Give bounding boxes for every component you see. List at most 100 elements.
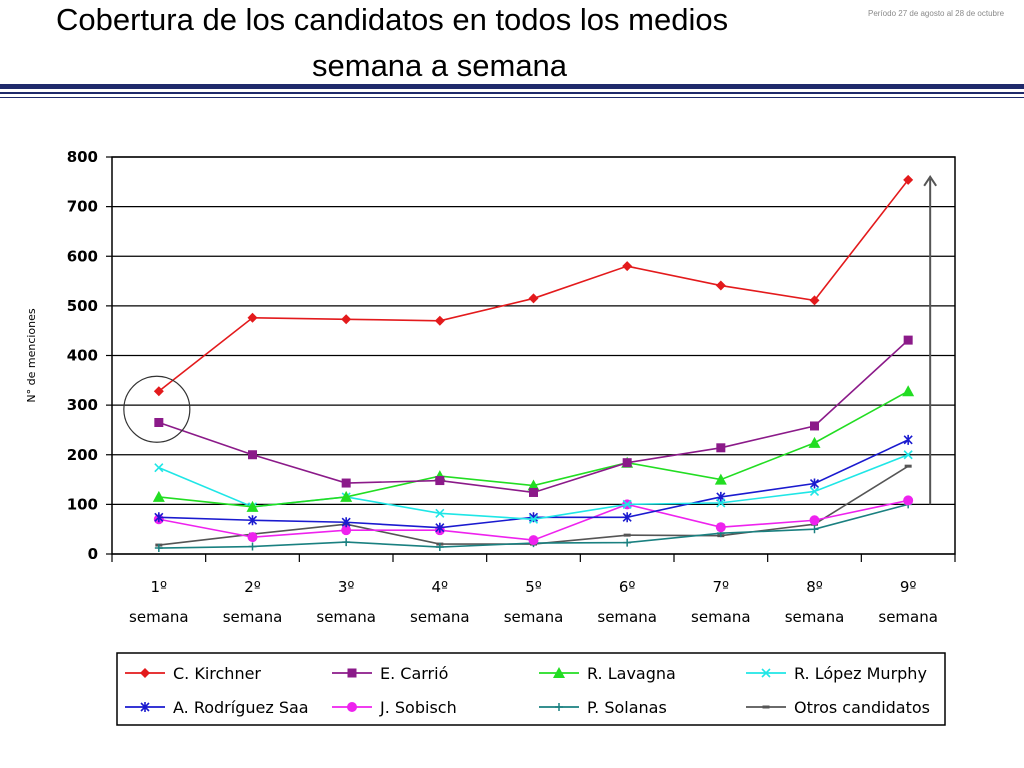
y-tick-label: 300 [67, 396, 98, 414]
y-tick-label: 0 [88, 545, 98, 563]
legend-label: A. Rodríguez Saa [173, 698, 309, 717]
data-point-c-kirchner [528, 293, 539, 304]
legend-swatch-marker [762, 705, 770, 709]
data-point-p-solanas [435, 543, 444, 552]
x-tick-label: 7º [713, 578, 730, 596]
legend-swatch-marker [140, 702, 150, 712]
data-point-e-carrio [248, 450, 257, 460]
y-tick-label: 200 [67, 446, 98, 464]
series-a-rodriguez-saa [154, 434, 913, 533]
data-point-c-kirchner [903, 174, 914, 185]
data-point-j-sobisch [715, 522, 726, 533]
data-point-a-rodriguez-saa [528, 512, 539, 523]
series-line-e-carrio [158, 339, 909, 494]
y-tick-label: 400 [67, 347, 98, 365]
legend-entry-c-kirchner: C. Kirchner [125, 664, 261, 683]
legend-label: E. Carrió [380, 664, 448, 683]
data-point-c-kirchner [434, 315, 445, 326]
x-tick-label: 1º [151, 578, 168, 596]
data-point-c-kirchner [809, 295, 820, 306]
data-point-r-lopez-murphy [154, 463, 164, 473]
title-line-1: Cobertura de los candidatos en todos los… [56, 2, 729, 37]
x-tick-label: 9º [900, 578, 917, 596]
series-line-c-kirchner [158, 179, 909, 392]
data-point-p-solanas [248, 542, 257, 551]
x-tick-label-sub: semana [223, 608, 283, 626]
data-point-e-carrio [810, 421, 819, 431]
data-point-e-carrio [716, 443, 726, 453]
data-point-e-carrio [622, 458, 632, 468]
legend-swatch-marker [347, 668, 357, 678]
legend-entry-r-lopez-murphy: R. López Murphy [746, 664, 927, 683]
data-point-e-carrio [435, 476, 445, 486]
data-point-r-lopez-murphy [716, 498, 726, 508]
legend-label: R. López Murphy [794, 664, 927, 683]
y-tick-label: 700 [67, 198, 98, 216]
data-point-a-rodriguez-saa [247, 515, 258, 526]
y-tick-label: 500 [67, 297, 98, 315]
data-point-r-lopez-murphy [622, 499, 632, 509]
x-tick-label-sub: semana [129, 608, 189, 626]
period-note: Período 27 de agosto al 28 de octubre [868, 9, 1005, 18]
data-point-r-lavagna [902, 385, 915, 397]
data-point-r-lopez-murphy [435, 508, 445, 518]
data-point-a-rodriguez-saa [435, 522, 445, 533]
data-point-r-lavagna [246, 500, 259, 512]
data-point-c-kirchner [715, 280, 726, 291]
legend-label: R. Lavagna [587, 664, 676, 683]
data-point-r-lavagna [714, 473, 727, 485]
x-tick-label: 6º [619, 578, 636, 596]
data-point-j-sobisch [247, 532, 258, 543]
y-tick-label: 600 [67, 247, 98, 265]
legend-label: J. Sobisch [379, 698, 457, 717]
data-point-j-sobisch [903, 495, 914, 506]
data-point-a-rodriguez-saa [154, 512, 164, 523]
data-point-r-lavagna [340, 490, 353, 502]
data-point-c-kirchner [247, 312, 258, 323]
data-point-p-solanas [623, 538, 632, 547]
legend-swatch-marker [761, 668, 771, 678]
data-point-j-sobisch [809, 515, 820, 526]
data-point-e-carrio [341, 478, 351, 488]
x-tick-label: 8º [806, 578, 823, 596]
x-tick-label-sub: semana [878, 608, 938, 626]
growth-arrow-head [923, 175, 937, 187]
data-point-r-lopez-murphy [809, 486, 820, 497]
legend-label: C. Kirchner [173, 664, 261, 683]
x-tick-label-sub: semana [691, 608, 751, 626]
legend-swatch-marker [140, 668, 150, 678]
data-point-a-rodriguez-saa [809, 478, 820, 489]
data-point-e-carrio [529, 487, 538, 497]
legend-entry-e-carrio: E. Carrió [332, 664, 448, 683]
data-point-r-lavagna [808, 436, 821, 448]
plot-frame [111, 156, 956, 555]
x-tick-label-sub: semana [410, 608, 470, 626]
data-point-c-kirchner [153, 386, 164, 397]
data-point-p-solanas [342, 538, 351, 547]
data-point-otros-candidatos [904, 464, 912, 468]
legend-entry-r-lavagna: R. Lavagna [539, 664, 676, 683]
data-point-p-solanas [810, 525, 819, 534]
data-point-c-kirchner [341, 314, 352, 325]
highlight-circle [123, 375, 191, 443]
x-tick-label: 5º [525, 578, 542, 596]
x-tick-label: 2º [244, 578, 261, 596]
data-point-r-lopez-murphy [903, 450, 913, 460]
legend-label: P. Solanas [587, 698, 667, 717]
y-tick-label: 800 [67, 148, 98, 166]
title-line-2: semana a semana [312, 48, 568, 83]
series-e-carrio [154, 335, 913, 497]
legend-swatch-marker [347, 702, 357, 712]
data-point-r-lopez-murphy [528, 514, 539, 524]
legend-entry-j-sobisch: J. Sobisch [332, 698, 457, 717]
data-point-j-sobisch [528, 535, 539, 546]
data-point-a-rodriguez-saa [903, 434, 913, 445]
y-axis-label: N° de menciones [25, 308, 38, 402]
legend-swatch-marker [555, 703, 563, 711]
x-tick-label: 4º [432, 578, 449, 596]
legend-label: Otros candidatos [794, 698, 930, 717]
x-tick-label-sub: semana [316, 608, 376, 626]
data-point-a-rodriguez-saa [622, 512, 632, 523]
data-point-e-carrio [154, 417, 164, 427]
